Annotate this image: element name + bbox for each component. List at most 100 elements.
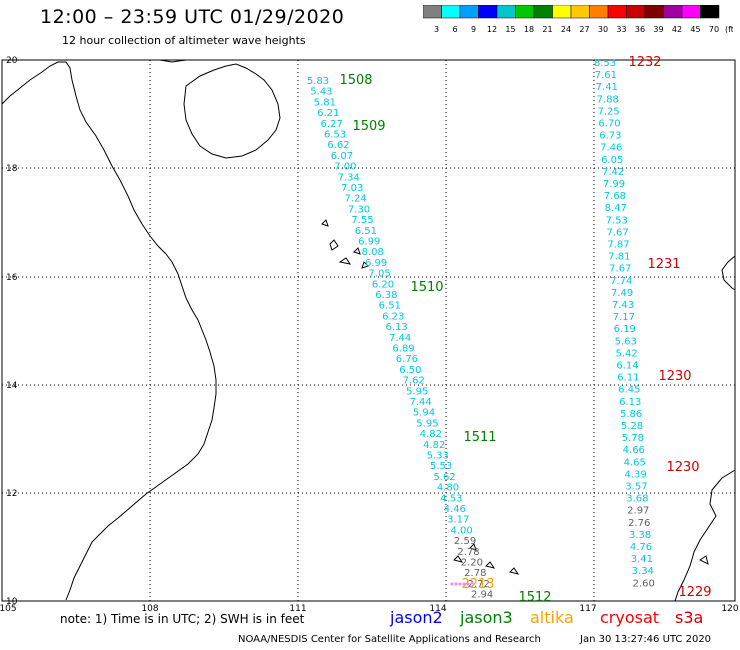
lon-label: 117 [579, 604, 596, 612]
jason3-swh-value: 7.03 [341, 183, 363, 194]
s3a-swh-value: 4.76 [630, 542, 652, 553]
jason3-swh-value: 7.44 [409, 397, 431, 408]
s3a-swh-value: 7.17 [613, 312, 635, 323]
s3a-swh-value: 8.53 [594, 58, 616, 69]
pass-number-label: 1510 [410, 280, 443, 295]
map-title: 12:00 – 23:59 UTC 01/29/2020 [40, 6, 345, 28]
jason3-swh-value: 7.55 [351, 215, 373, 226]
legend-jason2: jason2 [390, 608, 443, 627]
jason3-swh-value: 6.99 [365, 258, 387, 269]
colorbar-tick: 33 [616, 25, 626, 34]
map-subtitle: 12 hour collection of altimeter wave hei… [62, 34, 306, 47]
s3a-swh-value: 7.61 [595, 70, 617, 81]
s3a-swh-value: 7.25 [597, 106, 619, 117]
legend-jason3: jason3 [460, 608, 513, 627]
colorbar-tick: 12 [487, 25, 497, 34]
s3a-swh-value: 7.87 [607, 240, 629, 251]
jason3-swh-value: 7.62 [403, 376, 425, 387]
lat-label: 20 [6, 56, 18, 66]
jason3-swh-value: 5.62 [433, 472, 455, 483]
pass-number-label: 1232 [628, 55, 661, 70]
jason3-swh-value: 4.82 [423, 440, 445, 451]
s3a-swh-value: 2.76 [628, 518, 650, 529]
colorbar-tick: 6 [452, 25, 457, 34]
s3a-swh-value: 3.68 [626, 494, 648, 505]
s3a-swh-value: 7.42 [602, 167, 624, 178]
lat-label: 12 [6, 489, 17, 499]
colorbar-tick: 45 [690, 25, 700, 34]
jason3-swh-value: 3.17 [447, 515, 469, 526]
colorbar-tick: 39 [653, 25, 663, 34]
jason3-swh-value: 6.53 [324, 130, 346, 141]
pass-number-label: 1511 [463, 430, 496, 445]
colorbar-tick: 27 [579, 25, 589, 34]
s3a-swh-value: 7.74 [610, 276, 632, 287]
vietnam-coastline [1, 61, 217, 601]
jason3-swh-value: 2.78 [464, 568, 486, 579]
s3a-swh-value: 6.14 [616, 361, 638, 372]
lat-label: 16 [6, 273, 18, 283]
s3a-swh-value: 3.57 [625, 482, 647, 493]
s3a-swh-value: 7.67 [606, 227, 628, 238]
jason3-swh-value: 6.50 [399, 365, 421, 376]
altimeter-map: 5.835.435.816.216.276.536.626.077.007.34… [0, 55, 739, 612]
pass-number-label: 1229 [678, 585, 711, 600]
jason3-swh-value: 6.76 [396, 354, 418, 365]
jason3-swh-value: 6.51 [379, 301, 401, 312]
s3a-swh-value: 7.67 [609, 264, 631, 275]
lat-label: 14 [6, 381, 18, 391]
lon-label: 114 [429, 604, 446, 612]
s3a-swh-value: 7.88 [597, 94, 619, 105]
s3a-swh-value: 7.68 [604, 191, 626, 202]
lon-label: 111 [289, 604, 306, 612]
jason3-swh-value: 4.00 [451, 525, 473, 536]
jason3-swh-value: 6.13 [386, 322, 408, 333]
s3a-swh-value: 3.38 [629, 530, 651, 541]
jason3-swh-value: 6.21 [317, 108, 339, 119]
pass-labels: 1508 1509 1510 1511 1512 1232 1231 1230 1230 1229… [339, 55, 711, 605]
s3a-swh-value: 8.47 [605, 203, 627, 214]
jason3-swh-value: 4.82 [420, 429, 442, 440]
jason3-swh-value: 5.33 [427, 451, 449, 462]
s3a-swh-value: 6.13 [619, 397, 641, 408]
jason3-swh-value: 6.27 [321, 119, 343, 130]
colorbar-tick: 9 [471, 25, 476, 34]
footer-note: note: 1) Time is in UTC; 2) SWH is in fe… [60, 612, 305, 626]
jason3-swh-value: 5.83 [307, 76, 329, 87]
jason3-swh-value: 5.53 [430, 461, 452, 472]
map-frame [1, 59, 736, 602]
legend-cryosat: cryosat [600, 608, 660, 627]
pass-number-label: 1508 [339, 73, 372, 88]
s3a-swh-value: 6.11 [617, 373, 639, 384]
jason3-track: 5.835.435.816.216.276.536.626.077.007.34… [307, 76, 493, 601]
jason3-swh-value: 2.59 [454, 536, 476, 547]
colorbar-tick: 18 [524, 25, 534, 34]
s3a-swh-value: 4.39 [624, 469, 646, 480]
altika-points [450, 581, 474, 586]
colorbar-tick: 30 [598, 25, 608, 34]
jason3-swh-value: 7.00 [334, 162, 356, 173]
jason3-swh-value: 6.51 [355, 226, 377, 237]
s3a-swh-value: 7.81 [608, 252, 630, 263]
jason3-swh-value: 5.95 [406, 386, 428, 397]
s3a-swh-value: 6.73 [599, 131, 621, 142]
s3a-swh-value: 2.97 [627, 506, 649, 517]
small-islands [321, 219, 709, 575]
jason3-swh-value: 7.44 [389, 333, 411, 344]
jason3-swh-value: 7.34 [338, 172, 360, 183]
lon-label: 108 [141, 604, 158, 612]
jason3-swh-value: 4.80 [437, 483, 459, 494]
pass-number-label: 1230 [658, 369, 691, 384]
jason3-swh-value: 6.07 [331, 151, 353, 162]
pass-number-label: 1509 [352, 119, 385, 134]
jason3-swh-value: 5.94 [413, 408, 435, 419]
s3a-swh-value: 7.43 [612, 300, 634, 311]
lon-label: 120 [721, 604, 738, 612]
jason3-swh-value: 4.46 [444, 504, 466, 515]
pass-number-label: 2213 [461, 577, 494, 592]
colorbar-tick: 70 [709, 25, 719, 34]
s3a-swh-value: 7.46 [600, 143, 622, 154]
jason3-swh-value: 2.20 [461, 558, 483, 569]
jason3-swh-value: 6.62 [327, 140, 349, 151]
